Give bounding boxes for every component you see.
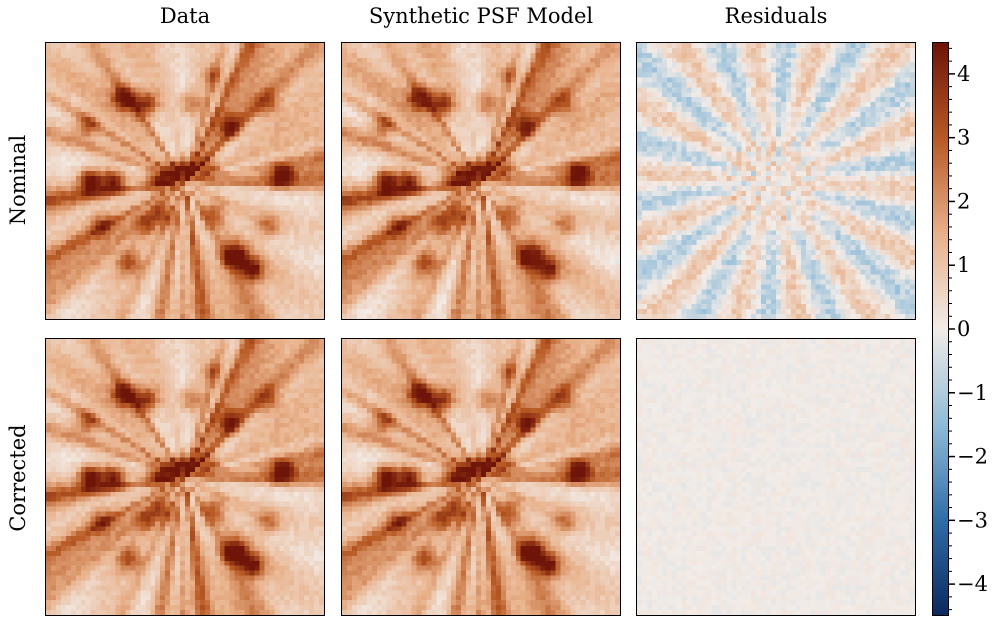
colorbar-tick-label: −1 [957, 381, 988, 405]
row-label-corrected: Corrected [6, 424, 30, 532]
heatmap-nominal-data [46, 43, 324, 319]
colorbar-tick-label: 3 [957, 126, 970, 150]
heatmap-corrected-residuals [637, 339, 915, 615]
colorbar-tick-label: −2 [957, 445, 988, 469]
colorbar-tick-label: 4 [957, 62, 970, 86]
panel-nominal-data [45, 42, 325, 320]
colorbar-tick-label: 0 [957, 317, 970, 341]
colorbar-tick-label: 2 [957, 189, 970, 213]
panel-corrected-residuals [636, 338, 916, 616]
heatmap-corrected-data [46, 339, 324, 615]
column-title-residuals: Residuals [724, 4, 828, 28]
row-label-nominal: Nominal [6, 134, 30, 226]
panel-nominal-residuals [636, 42, 916, 320]
heatmap-nominal-model [342, 43, 620, 319]
column-title-model: Synthetic PSF Model [368, 4, 594, 28]
heatmap-nominal-residuals [637, 43, 915, 319]
colorbar-tick-label: 1 [957, 253, 970, 277]
colorbar-axis: −4 −3 −2 −1 0 1 2 3 4 [948, 47, 988, 611]
colorbar-tick-label: −3 [957, 508, 988, 532]
panel-nominal-model [341, 42, 621, 320]
panel-corrected-model [341, 338, 621, 616]
colorbar [932, 42, 949, 616]
colorbar-tick-label: −4 [957, 572, 988, 596]
column-title-data: Data [159, 4, 211, 28]
panel-corrected-data [45, 338, 325, 616]
heatmap-corrected-model [342, 339, 620, 615]
